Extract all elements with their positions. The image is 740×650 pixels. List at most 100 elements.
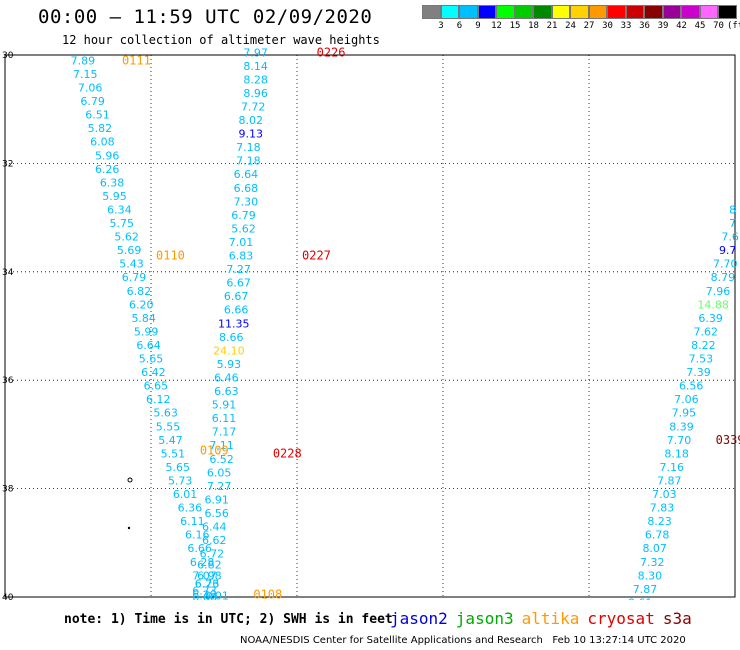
color-scale-label: 42 xyxy=(676,21,687,31)
pass-labels: 0111 0110 0109 0108 0226 0227 0228 0339 xyxy=(122,45,740,600)
wave-height-value: 7.6 xyxy=(721,231,739,244)
wave-height-value: 7.17 xyxy=(212,426,237,439)
wave-height-value: 8.79 xyxy=(711,271,736,284)
wave-height-value: 6.73 xyxy=(192,584,217,597)
pass-time-label: 0226 xyxy=(317,45,346,59)
wave-height-value: 7.03 xyxy=(652,488,677,501)
wave-height-value: 7.83 xyxy=(650,502,675,515)
wave-height-value: 5.99 xyxy=(134,325,159,338)
wave-height-value: 7.32 xyxy=(640,556,665,569)
color-scale-swatch xyxy=(662,5,681,19)
pass-time-label: 0111 xyxy=(122,53,151,67)
wave-height-value: 7.62 xyxy=(694,325,719,338)
wave-height-value: 5.96 xyxy=(95,149,120,162)
wave-height-value: 6.66 xyxy=(187,542,212,555)
wave-height-value: 8 xyxy=(729,203,736,216)
wave-height-value: 7.95 xyxy=(672,407,697,420)
wave-height-value: 7.87 xyxy=(657,474,682,487)
wave-height-value: 7.70 xyxy=(667,434,692,447)
lat-tick-label: 40 xyxy=(2,593,14,600)
wave-height-value: 7.06 xyxy=(78,82,103,95)
wave-height-value: 6.34 xyxy=(107,203,132,216)
legend-jason3: jason3 xyxy=(455,609,514,628)
wave-height-value: 6.67 xyxy=(226,277,251,290)
legend-cryosat: cryosat xyxy=(587,609,655,628)
wave-height-value: 6.66 xyxy=(192,591,217,600)
color-scale-swatch xyxy=(718,5,737,19)
wave-height-value: 6.78 xyxy=(645,529,670,542)
wave-height-value: 8.61 xyxy=(628,596,653,600)
altimeter-tracks: 7.897.157.066.796.515.826.085.966.266.38… xyxy=(71,46,739,600)
legend-jason2: jason2 xyxy=(390,609,448,628)
wave-height-value: 6.36 xyxy=(178,502,203,515)
wave-height-value: 5.93 xyxy=(217,358,242,371)
color-scale-swatch xyxy=(551,5,570,19)
page-subtitle: 12 hour collection of altimeter wave hei… xyxy=(62,33,380,47)
color-scale-swatch xyxy=(514,5,533,19)
wave-height-value: 6.28 xyxy=(190,556,215,569)
wave-height-value: 6.82 xyxy=(127,285,152,298)
wave-height-value: 8.18 xyxy=(664,447,689,460)
pass-time-label: 0339 xyxy=(716,433,740,447)
footer-credit: NOAA/NESDIS Center for Satellite Applica… xyxy=(240,635,686,646)
color-scale-swatch xyxy=(644,5,663,19)
color-scale-label: 45 xyxy=(694,21,706,31)
wave-height-value: 6.64 xyxy=(136,339,161,352)
wave-height-value: 7.96 xyxy=(706,285,731,298)
color-scale-label: 33 xyxy=(620,21,632,31)
wave-height-value: 11.35 xyxy=(218,317,250,330)
wave-height-value: 6.83 xyxy=(229,250,254,263)
land-marks xyxy=(127,477,133,530)
wave-height-value: 6.98 xyxy=(197,569,222,582)
wave-height-value: 6.56 xyxy=(204,507,229,520)
color-scale-label: 18 xyxy=(528,21,539,31)
wave-height-value: 6.68 xyxy=(234,182,259,195)
wave-height-value: 6.38 xyxy=(100,176,125,189)
color-scale-label: (ft) xyxy=(727,21,740,31)
pass-time-label: 0109 xyxy=(200,444,229,458)
wave-height-value: 6.66 xyxy=(224,304,249,317)
pass-time-label: 0228 xyxy=(273,446,302,460)
color-scale-label: 21 xyxy=(546,21,558,31)
wave-height-value: 9.7 xyxy=(719,244,737,257)
wave-height-value: 7.53 xyxy=(689,353,714,366)
pass-time-label: 0108 xyxy=(253,587,282,600)
wave-height-value: 8.30 xyxy=(638,569,663,582)
wave-height-value: 6.44 xyxy=(202,521,227,534)
color-scale-label: 36 xyxy=(639,21,650,31)
wave-height-value: 7.16 xyxy=(659,461,684,474)
color-scale-swatch xyxy=(588,5,607,19)
lat-tick-label: 36 xyxy=(2,376,14,386)
wave-height-value: 7.87 xyxy=(633,583,658,596)
wave-height-value: 7.15 xyxy=(73,68,98,81)
wave-height-value: 8.01 xyxy=(204,589,229,600)
color-scale-label: 6 xyxy=(456,21,463,31)
wave-height-value: 6.73 xyxy=(195,577,220,590)
pass-time-label: 0227 xyxy=(302,249,331,263)
color-scale-swatch xyxy=(570,5,589,19)
wave-height-value: 5.75 xyxy=(110,217,135,230)
color-scale-label: 9 xyxy=(475,21,481,31)
wave-height-value: 5.95 xyxy=(102,190,127,203)
wave-height-value: 6.12 xyxy=(146,393,171,406)
lat-tick-label: 38 xyxy=(2,485,14,495)
color-scale-swatch xyxy=(533,5,552,19)
wave-height-value: 6.26 xyxy=(95,163,120,176)
wave-height-value: 8.07 xyxy=(642,542,667,555)
island-mark xyxy=(127,477,133,483)
wave-height-value: 8.66 xyxy=(219,331,244,344)
color-scale-swatch xyxy=(422,5,441,19)
wave-height-value: 14.88 xyxy=(697,298,729,311)
color-scale-swatch xyxy=(681,5,700,19)
page-title: 00:00 — 11:59 UTC 02/09/2020 xyxy=(38,6,373,28)
wave-height-value: 6.56 xyxy=(679,380,704,393)
wave-height-value: 9.13 xyxy=(239,128,264,141)
wave-height-value: 7.01 xyxy=(229,236,254,249)
color-scale xyxy=(422,5,737,19)
wave-height-value: 7.72 xyxy=(241,100,266,113)
wave-height-value: 6.16 xyxy=(185,529,210,542)
color-scale-swatch xyxy=(496,5,515,19)
lat-tick-label: 30 xyxy=(2,51,14,61)
wave-height-value: 7.97 xyxy=(243,46,268,59)
